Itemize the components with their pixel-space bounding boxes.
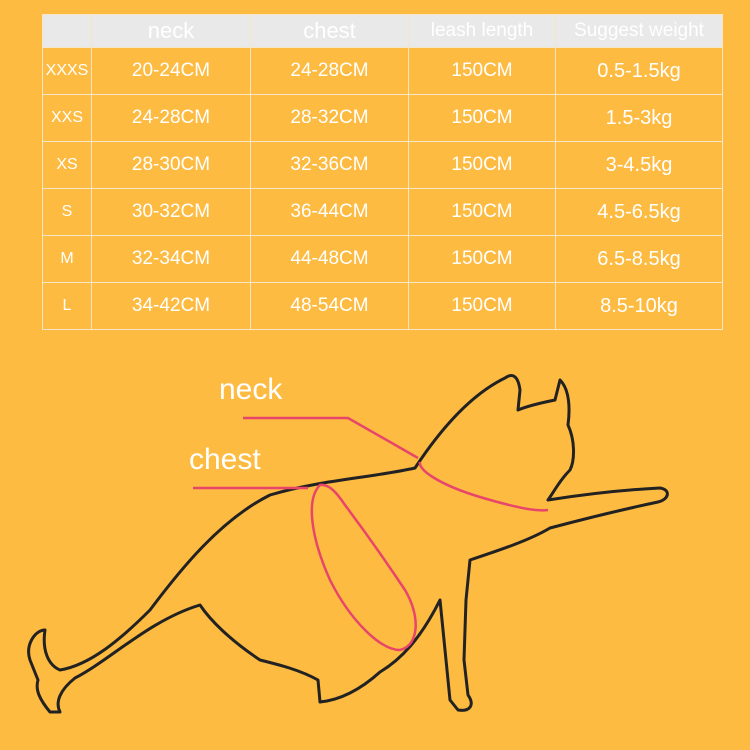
cell-leash: 150CM xyxy=(408,282,556,330)
cell-weight: 0.5-1.5kg xyxy=(555,47,723,95)
size-chart-table: neck chest leash length Suggest weight X… xyxy=(42,14,723,330)
table-row: XXXS 20-24CM 24-28CM 150CM 0.5-1.5kg xyxy=(42,47,723,95)
neck-measure-line xyxy=(243,416,549,512)
header-leash: leash length xyxy=(408,14,556,48)
cell-neck: 20-24CM xyxy=(91,47,251,95)
cell-neck: 30-32CM xyxy=(91,188,251,236)
cell-size: S xyxy=(42,188,92,236)
cell-leash: 150CM xyxy=(408,141,556,189)
cell-chest: 24-28CM xyxy=(250,47,409,95)
cell-weight: 4.5-6.5kg xyxy=(555,188,723,236)
header-row: neck chest leash length Suggest weight xyxy=(42,14,723,48)
table-row: XS 28-30CM 32-36CM 150CM 3-4.5kg xyxy=(42,141,723,189)
cell-chest: 48-54CM xyxy=(250,282,409,330)
cell-neck: 32-34CM xyxy=(91,235,251,283)
cell-size: XS xyxy=(42,141,92,189)
cell-weight: 8.5-10kg xyxy=(555,282,723,330)
cell-chest: 36-44CM xyxy=(250,188,409,236)
cell-leash: 150CM xyxy=(408,235,556,283)
cell-chest: 32-36CM xyxy=(250,141,409,189)
cell-neck: 34-42CM xyxy=(91,282,251,330)
cell-weight: 3-4.5kg xyxy=(555,141,723,189)
header-size xyxy=(42,14,92,48)
cell-weight: 6.5-8.5kg xyxy=(555,235,723,283)
cell-leash: 150CM xyxy=(408,188,556,236)
cell-neck: 28-30CM xyxy=(91,141,251,189)
cat-outline xyxy=(27,374,669,714)
cell-neck: 24-28CM xyxy=(91,94,251,142)
table-row: L 34-42CM 48-54CM 150CM 8.5-10kg xyxy=(42,282,723,330)
cell-weight: 1.5-3kg xyxy=(555,94,723,142)
table-row: S 30-32CM 36-44CM 150CM 4.5-6.5kg xyxy=(42,188,723,236)
header-chest: chest xyxy=(250,14,409,48)
neck-label: neck xyxy=(219,373,283,406)
chest-measure-line xyxy=(193,483,417,652)
chest-label: chest xyxy=(189,443,261,476)
